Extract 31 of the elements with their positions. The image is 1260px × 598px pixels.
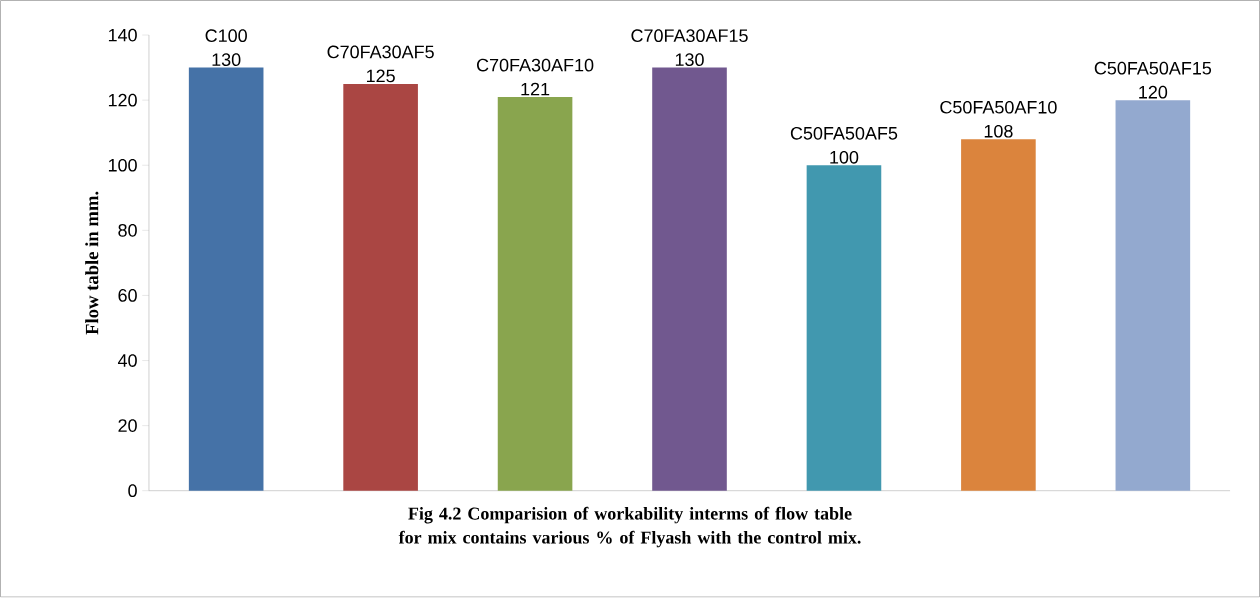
y-tick-label: 20 xyxy=(118,419,137,433)
data-label: 130 xyxy=(675,53,704,67)
bar xyxy=(652,67,727,491)
y-tick-label: 40 xyxy=(117,354,137,368)
y-tick-label: 0 xyxy=(128,484,137,498)
y-tick-label: 120 xyxy=(108,94,137,107)
bar xyxy=(961,139,1036,491)
x-tick-label: C70FA30AF15 xyxy=(631,29,748,43)
data-label: 108 xyxy=(984,125,1013,138)
data-label: 120 xyxy=(1139,86,1168,99)
bar xyxy=(806,165,882,491)
x-tick-label: C70FA30AF5 xyxy=(327,45,434,59)
bar xyxy=(343,84,418,491)
bar xyxy=(497,97,573,491)
x-tick-label: C50FA50AF5 xyxy=(790,127,898,140)
y-tick-label: 140 xyxy=(108,28,137,42)
bar xyxy=(188,67,264,491)
y-tick-label: 100 xyxy=(108,159,137,172)
y-tick-label: 80 xyxy=(118,224,137,237)
y-axis-title: Flow table in mm. xyxy=(85,191,99,335)
x-tick-label: C50FA50AF15 xyxy=(1094,62,1212,75)
y-tick-label: 60 xyxy=(118,289,137,303)
data-label: 130 xyxy=(212,53,241,67)
x-tick-label: C100 xyxy=(205,29,247,43)
data-label: 125 xyxy=(366,69,395,83)
data-label: 100 xyxy=(830,151,859,164)
caption: Fig 4.2 Comparision of workability interms of flow table for mix contains various % of Flyash with the control mix. xyxy=(398,507,861,548)
x-tick-label: C50FA50AF10 xyxy=(940,101,1057,114)
bar xyxy=(1115,100,1191,491)
data-label: 121 xyxy=(521,82,550,96)
x-tick-label: C70FA30AF10 xyxy=(476,59,594,72)
